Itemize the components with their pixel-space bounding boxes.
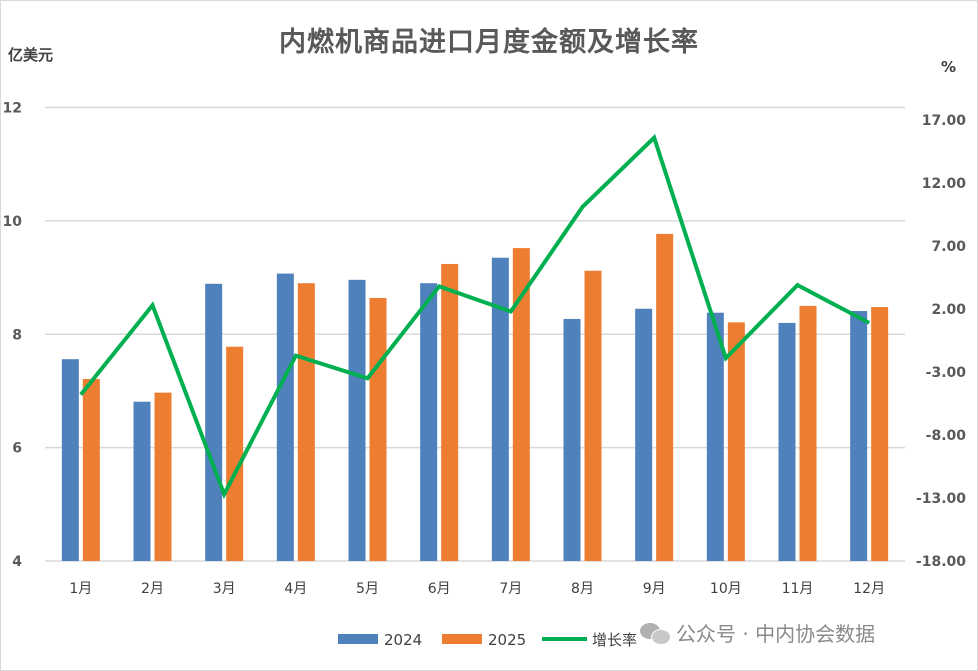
x-tick-label: 7月 xyxy=(499,581,522,597)
bar-2024 xyxy=(276,273,294,561)
bar-2025 xyxy=(369,297,387,561)
right-tick-label: 7.00 xyxy=(931,239,966,255)
bar-2025 xyxy=(297,283,315,561)
bar-2024 xyxy=(205,283,223,561)
bar-2024 xyxy=(635,308,653,561)
bar-2024 xyxy=(778,322,796,561)
right-tick-label: -13.00 xyxy=(916,491,966,507)
bar-2025 xyxy=(512,248,530,561)
bar-2025 xyxy=(799,305,817,561)
x-tick-label: 12月 xyxy=(853,581,885,597)
bar-2024 xyxy=(563,318,581,561)
watermark: 公众号 · 中内协会数据 xyxy=(640,618,875,647)
x-tick-label: 6月 xyxy=(428,581,451,597)
right-axis-unit: % xyxy=(941,58,957,76)
bar-2025 xyxy=(441,263,459,561)
bar-2025 xyxy=(584,270,602,561)
bar-2024 xyxy=(420,283,438,561)
left-tick-label: 4 xyxy=(12,554,22,570)
legend-label: 2024 xyxy=(384,631,422,649)
bar-2025 xyxy=(154,392,172,561)
x-tick-label: 4月 xyxy=(284,581,307,597)
bar-2024 xyxy=(61,359,79,561)
x-tick-label: 3月 xyxy=(213,581,236,597)
bar-2024 xyxy=(348,279,366,561)
legend-label: 增长率 xyxy=(592,631,637,649)
bar-2025 xyxy=(871,307,889,561)
bar-2024 xyxy=(706,312,724,561)
left-axis-unit: 亿美元 xyxy=(8,46,54,64)
x-tick-label: 5月 xyxy=(356,581,379,597)
bar-2025 xyxy=(656,233,674,561)
bar-2024 xyxy=(491,257,509,561)
bar-2025 xyxy=(82,379,100,561)
bar-2025 xyxy=(727,322,745,561)
line-growth-rate xyxy=(79,133,871,500)
x-tick-label: 11月 xyxy=(782,581,814,597)
right-tick-label: -3.00 xyxy=(926,365,967,381)
left-tick-label: 10 xyxy=(3,214,23,230)
x-tick-label: 10月 xyxy=(710,581,742,597)
x-tick-label: 8月 xyxy=(571,581,594,597)
legend-swatch-2024 xyxy=(338,634,378,644)
x-tick-label: 1月 xyxy=(69,581,92,597)
wechat-icon xyxy=(640,621,671,645)
legend-swatch-2025 xyxy=(442,634,482,644)
right-tick-label: 12.00 xyxy=(922,176,967,192)
watermark-text: 公众号 · 中内协会数据 xyxy=(676,622,876,646)
chart-title: 内燃机商品进口月度金额及增长率 xyxy=(279,27,699,58)
legend-label: 2025 xyxy=(488,631,526,649)
left-tick-label: 8 xyxy=(12,327,22,343)
right-tick-label: -8.00 xyxy=(926,428,967,444)
right-tick-label: 2.00 xyxy=(931,302,966,318)
bar-2024 xyxy=(850,311,868,561)
x-tick-label: 9月 xyxy=(643,581,666,597)
right-tick-label: -18.00 xyxy=(916,554,966,570)
left-tick-label: 6 xyxy=(12,441,22,457)
bar-2024 xyxy=(133,401,151,561)
x-tick-label: 2月 xyxy=(141,581,164,597)
bar-2025 xyxy=(226,346,244,561)
left-tick-label: 12 xyxy=(3,101,22,117)
right-tick-label: 17.00 xyxy=(922,113,967,129)
